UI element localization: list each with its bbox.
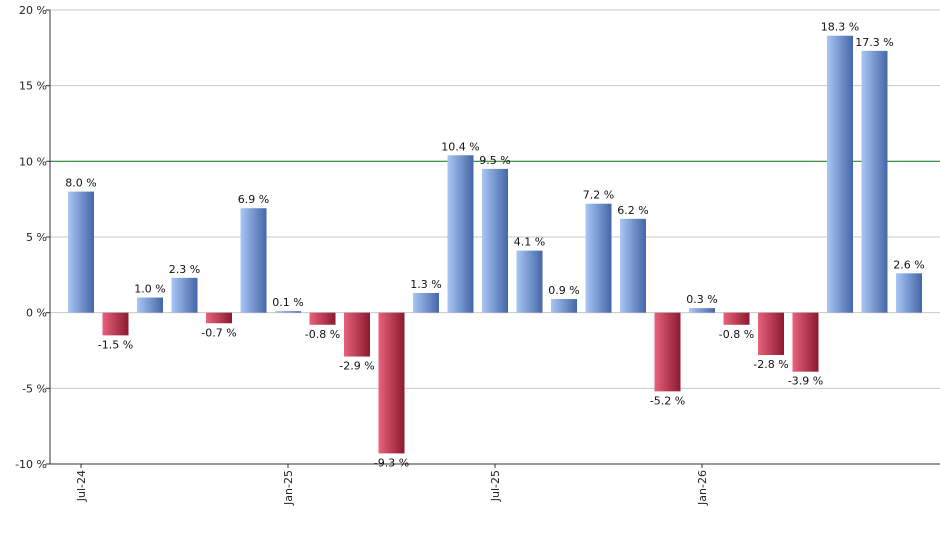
y-tick-label: 0 % [26,307,47,320]
data-label: 10.4 % [441,140,479,153]
bar [758,312,784,356]
data-label: -9.3 % [374,456,409,469]
bar [102,312,129,336]
data-labels: 8.0 % -1.5 % 1.0 % 2.3 % -0.7 % 6.9 % 0.1 % -0.… [65,21,924,470]
bar [585,203,612,313]
data-label: 7.2 % [583,189,614,202]
data-label: -1.5 % [98,338,133,351]
y-tick-label: 5 % [26,231,47,244]
data-label: 17.3 % [855,36,893,49]
bar [896,273,922,313]
bar [620,218,646,313]
data-label: -2.8 % [753,358,788,371]
bar [240,208,267,313]
bar [654,312,681,392]
data-label: 6.2 % [617,204,648,217]
bar [861,50,888,313]
y-tick-label: 20 % [19,4,47,17]
bar [723,312,750,325]
bar [344,312,370,357]
bar [378,312,405,454]
x-tick-label: Jul-24 [75,470,88,502]
data-label: 6.9 % [238,193,269,206]
bar [482,168,508,313]
data-label: 1.3 % [410,278,441,291]
bar [275,311,301,313]
data-label: -0.7 % [201,326,236,339]
data-label: -5.2 % [650,394,685,407]
bar [827,35,853,313]
bar [792,312,819,372]
bar [206,312,232,324]
bar [137,297,163,313]
bar [413,292,439,313]
data-label: 8.0 % [65,177,96,190]
data-label: 4.1 % [514,236,545,249]
y-tick-label: 15 % [19,80,47,93]
bar [309,312,336,325]
y-tick-label: -10 % [15,458,47,471]
data-label: 0.1 % [272,296,303,309]
bars [68,35,922,454]
x-tick-label: Jan-26 [696,470,709,506]
data-label: 2.6 % [893,258,924,271]
bar [689,308,715,313]
data-label: 1.0 % [134,283,165,296]
y-tick-label: -5 % [22,382,47,395]
bar [68,191,94,313]
x-tick-label: Jan-25 [282,470,295,506]
bar [516,250,543,313]
data-label: 0.9 % [548,284,579,297]
bar [171,277,198,313]
data-label: -2.9 % [339,360,374,373]
y-tick-label: 10 % [19,155,47,168]
data-label: 18.3 % [821,21,859,34]
data-label: 9.5 % [479,154,510,167]
data-label: -0.8 % [305,328,340,341]
x-tick-label: Jul-25 [489,470,502,502]
data-label: 0.3 % [686,293,717,306]
data-label: 2.3 % [169,263,200,276]
data-label: -0.8 % [719,328,754,341]
data-label: -3.9 % [788,375,823,388]
axes: 20 % 15 % 10 % 5 % 0 % -5 % -10 % Jul-24 Jan-25 J… [15,4,940,506]
bar [447,155,474,313]
bar [551,299,577,313]
